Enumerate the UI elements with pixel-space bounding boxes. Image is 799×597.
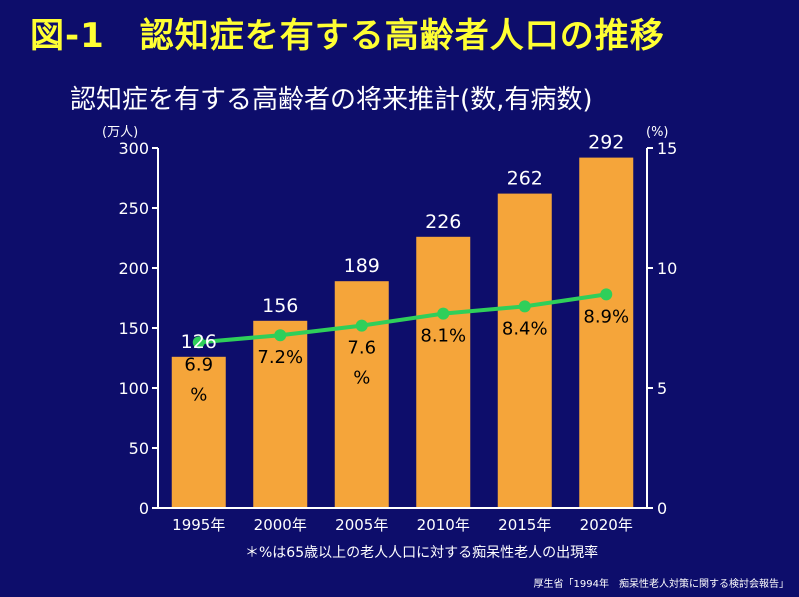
chart-title: 認知症を有する高齢者の将来推計(数,有病数) <box>70 85 593 115</box>
bar-value-label: 292 <box>588 132 624 154</box>
left-tick-label: 200 <box>118 259 149 278</box>
left-tick-label: 0 <box>139 499 149 518</box>
category-label: 2010年 <box>417 516 470 534</box>
category-label: 2015年 <box>498 516 551 534</box>
left-tick-label: 50 <box>129 439 149 458</box>
footnote: ＊%は65歳以上の老人人口に対する痴呆性老人の出現率 <box>245 545 599 561</box>
line-point <box>192 336 205 349</box>
line-value-label: 8.4% <box>502 318 548 339</box>
line-value-label: 6.9% <box>184 354 213 405</box>
bar <box>497 193 552 508</box>
line-value-label: 8.1% <box>420 326 466 347</box>
category-label: 2005年 <box>335 516 388 534</box>
category-label: 2020年 <box>580 516 633 534</box>
left-tick-label: 150 <box>118 319 149 338</box>
bar-value-label: 262 <box>507 168 543 190</box>
right-tick-label: 10 <box>657 259 677 278</box>
bar-value-label: 226 <box>425 211 461 233</box>
x-axis: 1995年 2000年 2005年 2010年 2015年 2020年 <box>158 507 647 534</box>
bar-value-label: 156 <box>262 295 298 317</box>
right-axis-unit: (%) <box>646 125 669 140</box>
line-point <box>355 319 368 332</box>
data-labels: 126 156 189 226 262 292 6.9 % 7.2% 7.6 % 8.1% 8.4% 8.… <box>181 132 630 406</box>
left-axis-unit: (万人) <box>102 125 138 140</box>
right-axis: 0 5 10 15 <box>646 139 677 518</box>
line-point <box>437 307 450 320</box>
bar <box>334 281 389 508</box>
line-series <box>192 288 613 349</box>
right-tick-label: 15 <box>657 139 677 158</box>
bar-value-label: 126 <box>181 331 217 353</box>
line-value-label: 7.6% <box>347 338 376 389</box>
bar-value-label: 189 <box>344 255 380 277</box>
bar <box>253 320 308 508</box>
category-label: 2000年 <box>254 516 307 534</box>
line-point <box>274 329 287 342</box>
right-tick-label: 5 <box>657 379 667 398</box>
source-note: 厚生省「1994年 痴呆性老人対策に関する検討会報告」 <box>533 579 789 590</box>
line-value-label: 7.2% <box>257 347 303 368</box>
main-title: 図-1 認知症を有する高齢者人口の推移 <box>30 16 665 56</box>
category-label: 1995年 <box>172 516 225 534</box>
line-point <box>600 288 613 301</box>
line-path <box>198 292 607 345</box>
bar <box>416 236 471 509</box>
bar <box>579 157 634 508</box>
left-tick-label: 250 <box>118 199 149 218</box>
right-tick-label: 0 <box>657 499 667 518</box>
left-tick-label: 300 <box>118 139 149 158</box>
left-axis: 0 50 100 150 200 250 300 <box>118 139 159 518</box>
line-value-label: 8.9% <box>583 306 629 327</box>
bar-series <box>171 157 634 509</box>
bar <box>171 356 226 508</box>
line-point <box>518 300 531 313</box>
left-tick-label: 100 <box>118 379 149 398</box>
